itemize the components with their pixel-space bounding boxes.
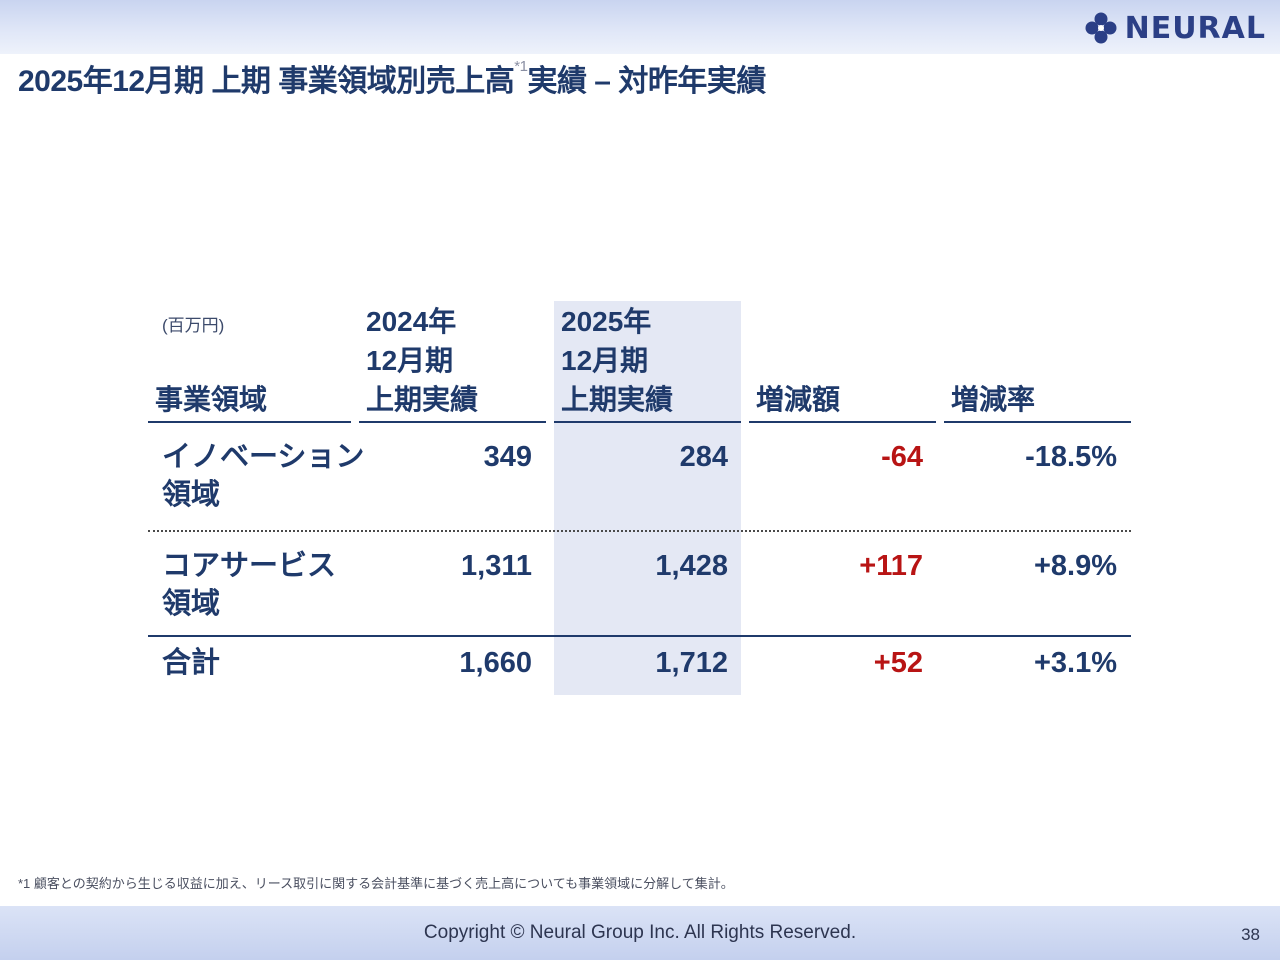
row-innovation-rate: -18.5% — [1025, 441, 1117, 473]
current-period-highlight — [554, 301, 741, 695]
footer-band — [0, 906, 1280, 960]
row-innovation-curr: 284 — [679, 441, 728, 473]
row-core-label-1: コアサービス — [162, 550, 337, 582]
row-core-label-2: 領域 — [162, 588, 221, 620]
row-total-change: +52 — [873, 647, 923, 679]
row-core-curr: 1,428 — [655, 550, 728, 582]
header-prev-line-3: 上期実績 — [366, 384, 479, 415]
total-divider — [148, 635, 1131, 637]
row-innovation-change: -64 — [881, 441, 923, 473]
title-footnote-marker: *1 — [514, 58, 528, 75]
row-core-change: +117 — [859, 550, 923, 582]
row-innovation-label-2: 領域 — [162, 479, 221, 511]
unit-label: (百万円) — [162, 316, 225, 335]
row-divider-dotted — [148, 530, 1131, 532]
header-change: 増減額 — [756, 384, 841, 415]
logo-text: NEURAL — [1124, 10, 1266, 46]
header-underline-segment — [148, 421, 351, 423]
footnote: *1 顧客との契約から生じる収益に加え、リース取引に関する会計基準に基づく売上高… — [18, 876, 734, 891]
row-innovation-label-1: イノベーション — [162, 441, 365, 473]
header-curr-period: 2025年 12月期 上期実績 — [561, 302, 673, 419]
row-core-prev: 1,311 — [461, 550, 532, 582]
header-underline-change — [749, 421, 936, 423]
header-prev-period: 2024年 12月期 上期実績 — [366, 302, 478, 419]
row-core-rate: +8.9% — [1033, 550, 1117, 582]
header-curr-line-2: 12月期 — [561, 345, 649, 376]
row-total-rate: +3.1% — [1033, 647, 1117, 679]
row-total-label: 合計 — [162, 647, 221, 679]
copyright: Copyright © Neural Group Inc. All Rights… — [423, 922, 857, 943]
page-number: 38 — [1241, 925, 1260, 944]
header-underline-prev — [359, 421, 546, 423]
table-row-label: コアサービス 領域 — [162, 547, 336, 623]
header-segment: 事業領域 — [155, 384, 268, 415]
row-total-prev: 1,660 — [459, 647, 532, 679]
company-logo: NEURAL — [1083, 10, 1266, 46]
header-underline-rate — [944, 421, 1131, 423]
header-rate: 増減率 — [951, 384, 1036, 415]
row-innovation-prev: 349 — [483, 441, 532, 473]
header-band — [0, 0, 1280, 54]
title-main: 2025年12月期 上期 事業領域別売上高 — [18, 65, 515, 98]
header-underline-curr — [554, 421, 741, 423]
row-total-curr: 1,712 — [655, 647, 728, 679]
title-tail: 実績 – 対昨年実績 — [527, 65, 766, 98]
header-curr-line-1: 2025年 — [561, 306, 652, 337]
header-prev-line-1: 2024年 — [366, 306, 457, 337]
neural-logo-icon — [1085, 12, 1117, 44]
page-title: 2025年12月期 上期 事業領域別売上高*1実績 – 対昨年実績 — [18, 56, 766, 100]
header-curr-line-3: 上期実績 — [561, 384, 674, 415]
header-prev-line-2: 12月期 — [366, 345, 454, 376]
table-row-label: イノベーション 領域 — [162, 438, 364, 514]
